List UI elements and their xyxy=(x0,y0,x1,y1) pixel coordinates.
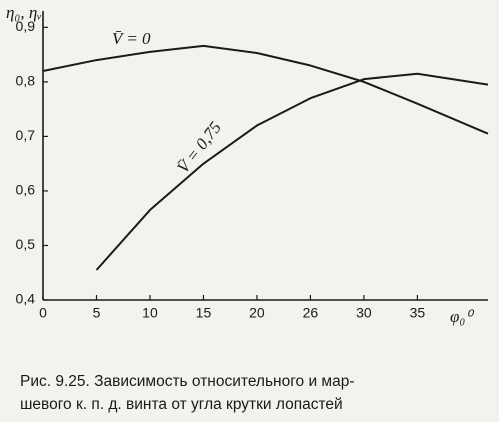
x-tick-label: 35 xyxy=(410,305,426,321)
x-tick-label: 26 xyxy=(303,305,319,321)
y-axis-label: η₀, ηᵥ xyxy=(6,3,42,22)
y-tick-label: 0,4 xyxy=(16,291,36,307)
series-line xyxy=(95,72,489,271)
x-tick-label: 20 xyxy=(249,305,265,321)
series-label: V̄ = 0 xyxy=(112,29,151,48)
caption-line: шевого к. п. д. винта от угла крутки лоп… xyxy=(20,396,343,413)
x-axis-label: φ₀⁰ xyxy=(450,307,474,326)
x-tick-label: 5 xyxy=(93,305,101,321)
y-tick-label: 0,9 xyxy=(16,18,36,34)
y-tick-label: 0,5 xyxy=(16,236,36,252)
y-tick-label: 0,6 xyxy=(16,182,36,198)
y-tick-label: 0,7 xyxy=(16,127,36,143)
x-tick-label: 15 xyxy=(196,305,212,321)
series-line xyxy=(42,44,489,135)
x-tick-label: 30 xyxy=(356,305,372,321)
x-tick-label: 0 xyxy=(39,305,47,321)
y-tick-label: 0,8 xyxy=(16,73,36,89)
x-tick-label: 10 xyxy=(142,305,158,321)
caption-line: Рис. 9.25. Зависимость относительного и … xyxy=(20,373,355,390)
